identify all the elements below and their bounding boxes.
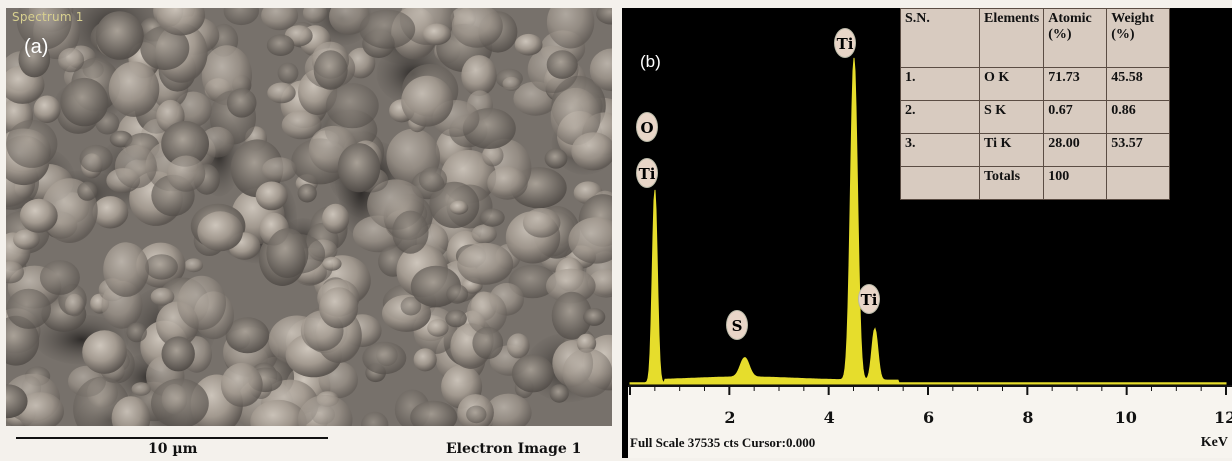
table-cell: 45.58: [1106, 67, 1171, 101]
composition-table: S.N. Elements Atomic (%) Weight (%) 1. O…: [900, 8, 1171, 200]
x-axis: 2 4 6 8 10 12 Full Scale 37535 cts Cursor:0.0…: [628, 385, 1232, 458]
table-cell: 0.86: [1106, 100, 1171, 134]
table-header: Elements: [978, 8, 1045, 68]
x-tick-label: 8: [1022, 408, 1034, 427]
table-cell: [900, 166, 980, 200]
x-tick-label: 10: [1114, 408, 1137, 427]
table-header-row: S.N. Elements Atomic (%) Weight (%): [900, 8, 1171, 68]
image-caption: Electron Image 1: [446, 441, 582, 457]
table-cell: Ti K: [978, 133, 1045, 167]
peak-label-ti-kb: Ti: [858, 284, 880, 314]
table-cell: 2.: [900, 100, 980, 134]
x-axis-unit: KeV: [1200, 435, 1228, 450]
full-scale-readout: Full Scale 37535 cts Cursor:0.000: [630, 435, 816, 450]
panel-a-label: (a): [24, 36, 49, 58]
table-cell: 100: [1043, 166, 1108, 200]
peak-label-ti-l: Ti: [636, 158, 658, 188]
table-cell: 0.67: [1043, 100, 1108, 134]
x-tick-label: 2: [724, 408, 736, 427]
sem-image-panel: Spectrum 1 (a): [6, 8, 612, 426]
table-row: Totals 100: [900, 166, 1171, 200]
spectrum-series: [629, 57, 1227, 385]
scale-bar: [16, 437, 328, 439]
table-header: S.N.: [900, 8, 980, 68]
table-row: 3. Ti K 28.00 53.57: [900, 133, 1171, 167]
panel-b-label: (b): [640, 52, 661, 71]
x-tick-label: 6: [923, 408, 935, 427]
sem-micrograph-image: [6, 8, 612, 426]
table-cell: 1.: [900, 67, 980, 101]
table-header: Atomic (%): [1043, 8, 1108, 68]
table-header: Weight (%): [1106, 8, 1171, 68]
peak-label-o: O: [636, 112, 658, 142]
peak-label-ti-ka: Ti: [834, 28, 856, 58]
x-tick-label: 4: [823, 408, 835, 427]
table-cell: S K: [978, 100, 1045, 134]
table-row: 2. S K 0.67 0.86: [900, 100, 1171, 134]
eds-spectrum-plot: [629, 57, 1227, 385]
table-cell: 71.73: [1043, 67, 1108, 101]
scale-bar-label: 10 µm: [148, 441, 198, 457]
table-cell: [1106, 166, 1171, 200]
table-cell: Totals: [978, 166, 1045, 200]
peak-label-s: S: [726, 310, 748, 340]
eds-spectrum-panel: (b) O Ti S Ti Ti S.N. Elements Atomic (%…: [622, 8, 1232, 458]
table-cell: 3.: [900, 133, 980, 167]
table-cell: 28.00: [1043, 133, 1108, 167]
table-row: 1. O K 71.73 45.58: [900, 67, 1171, 101]
table-cell: O K: [978, 67, 1045, 101]
spectrum-tag: Spectrum 1: [12, 10, 84, 24]
x-axis-ticks: [628, 385, 1232, 395]
x-tick-label: 12: [1214, 408, 1232, 427]
table-cell: 53.57: [1106, 133, 1171, 167]
